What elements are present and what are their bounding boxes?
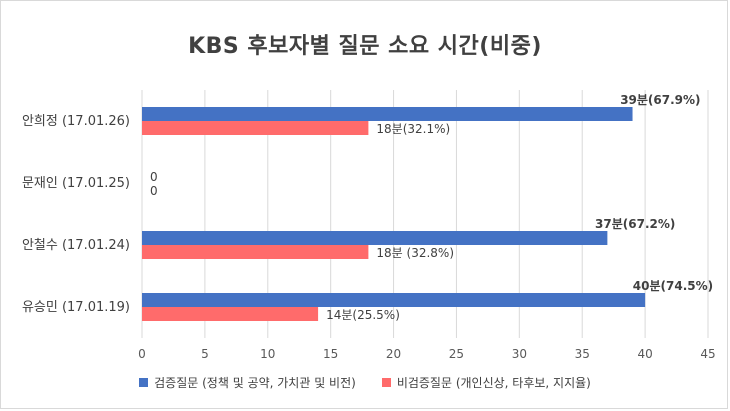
- bar-verification: [142, 293, 646, 307]
- bar-non-verification: [142, 307, 319, 321]
- data-label: 0: [150, 184, 158, 198]
- data-label: 39분(67.9%): [620, 93, 700, 107]
- x-tick-label: 25: [449, 347, 464, 361]
- x-tick-label: 5: [201, 347, 209, 361]
- legend-label-verification: 검증질문 (정책 및 공약, 가치관 및 비전): [154, 376, 356, 390]
- chart-title: KBS 후보자별 질문 소요 시간(비중): [188, 34, 542, 59]
- legend-swatch-verification: [139, 378, 149, 387]
- x-tick-label: 15: [323, 347, 338, 361]
- legend: 검증질문 (정책 및 공약, 가치관 및 비전) 비검증질문 (개인신상, 타후…: [0, 374, 730, 391]
- x-tick-label: 30: [512, 347, 527, 361]
- bar-non-verification: [142, 121, 369, 135]
- legend-item-non-verification: 비검증질문 (개인신상, 타후보, 지지율): [381, 374, 591, 391]
- legend-item-verification: 검증질문 (정책 및 공약, 가치관 및 비전): [139, 374, 356, 391]
- category-label: 문재인 (17.01.25): [22, 176, 130, 191]
- x-tick-label: 45: [700, 347, 715, 361]
- bar-verification: [142, 231, 608, 245]
- x-tick-label: 10: [260, 347, 275, 361]
- x-tick-label: 20: [386, 347, 401, 361]
- x-tick-label: 0: [138, 347, 146, 361]
- bar-verification: [142, 107, 633, 121]
- legend-label-non-verification: 비검증질문 (개인신상, 타후보, 지지율): [396, 376, 591, 390]
- x-tick-label: 35: [575, 347, 590, 361]
- data-label: 40분(74.5%): [633, 279, 713, 293]
- category-label: 유승민 (17.01.19): [22, 300, 130, 315]
- category-label: 안철수 (17.01.24): [22, 238, 130, 253]
- legend-swatch-non-verification: [381, 378, 391, 387]
- data-label: 14분(25.5%): [326, 308, 400, 322]
- data-label: 18분 (32.8%): [376, 246, 454, 260]
- data-label: 37분(67.2%): [595, 217, 675, 231]
- bar-non-verification: [142, 245, 369, 259]
- category-label: 안희정 (17.01.26): [22, 114, 130, 129]
- data-label: 0: [150, 170, 158, 184]
- x-tick-label: 40: [637, 347, 652, 361]
- data-label: 18분(32.1%): [376, 122, 450, 136]
